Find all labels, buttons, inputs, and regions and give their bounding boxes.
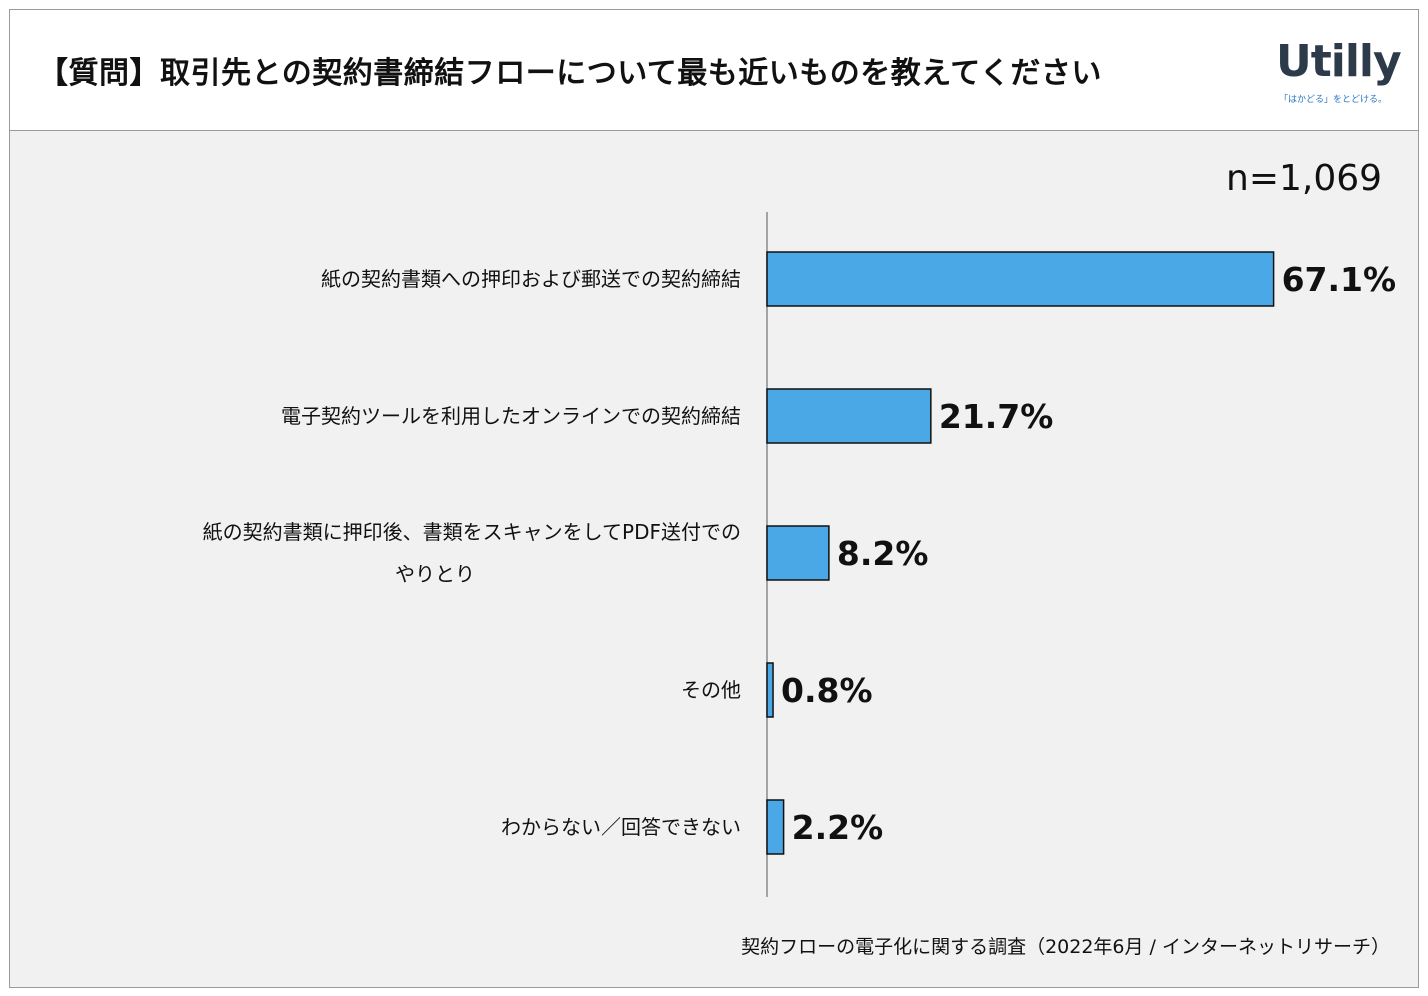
logo-wordmark: Utilly	[1276, 36, 1402, 87]
category-label-3: その他	[681, 678, 741, 702]
category-label-0: 紙の契約書類への押印および郵送での契約締結	[321, 267, 741, 291]
bar-chart: 67.1% 紙の契約書類への押印および郵送での契約締結 21.7% 電子契約ツールを利…	[203, 212, 1397, 897]
category-label-4: わからない／回答できない	[501, 815, 741, 839]
category-label-2-line-1: やりとり	[395, 562, 475, 586]
bar-1	[766, 388, 932, 444]
data-label-0: 67.1%	[1282, 260, 1397, 299]
source-note: 契約フローの電子化に関する調査（2022年6月 / インターネットリサーチ）	[741, 936, 1390, 958]
category-label-2-line-0: 紙の契約書類に押印後、書類をスキャンをしてPDF送付での	[203, 520, 741, 544]
bar-2	[766, 525, 830, 581]
chart-frame: 【質問】取引先との契約書締結フローについて最も近いものを教えてください Util…	[9, 9, 1419, 988]
sample-size-label: n=1,069	[1226, 158, 1383, 199]
bar-0	[766, 251, 1275, 307]
header: 【質問】取引先との契約書締結フローについて最も近いものを教えてください Util…	[10, 10, 1418, 131]
data-label-4: 2.2%	[792, 808, 884, 847]
utilly-logo: Utilly 「はかどる」をとどける。	[1276, 40, 1402, 110]
data-label-3: 0.8%	[781, 671, 873, 710]
data-label-2: 8.2%	[837, 534, 929, 573]
bar-3	[766, 662, 774, 718]
chart-title: 【質問】取引先との契約書締結フローについて最も近いものを教えてください	[38, 56, 1102, 91]
category-label-1: 電子契約ツールを利用したオンラインでの契約締結	[281, 404, 741, 428]
bar-4	[766, 799, 785, 855]
data-label-1: 21.7%	[939, 397, 1053, 436]
logo-tagline: 「はかどる」をとどける。	[1279, 95, 1388, 105]
